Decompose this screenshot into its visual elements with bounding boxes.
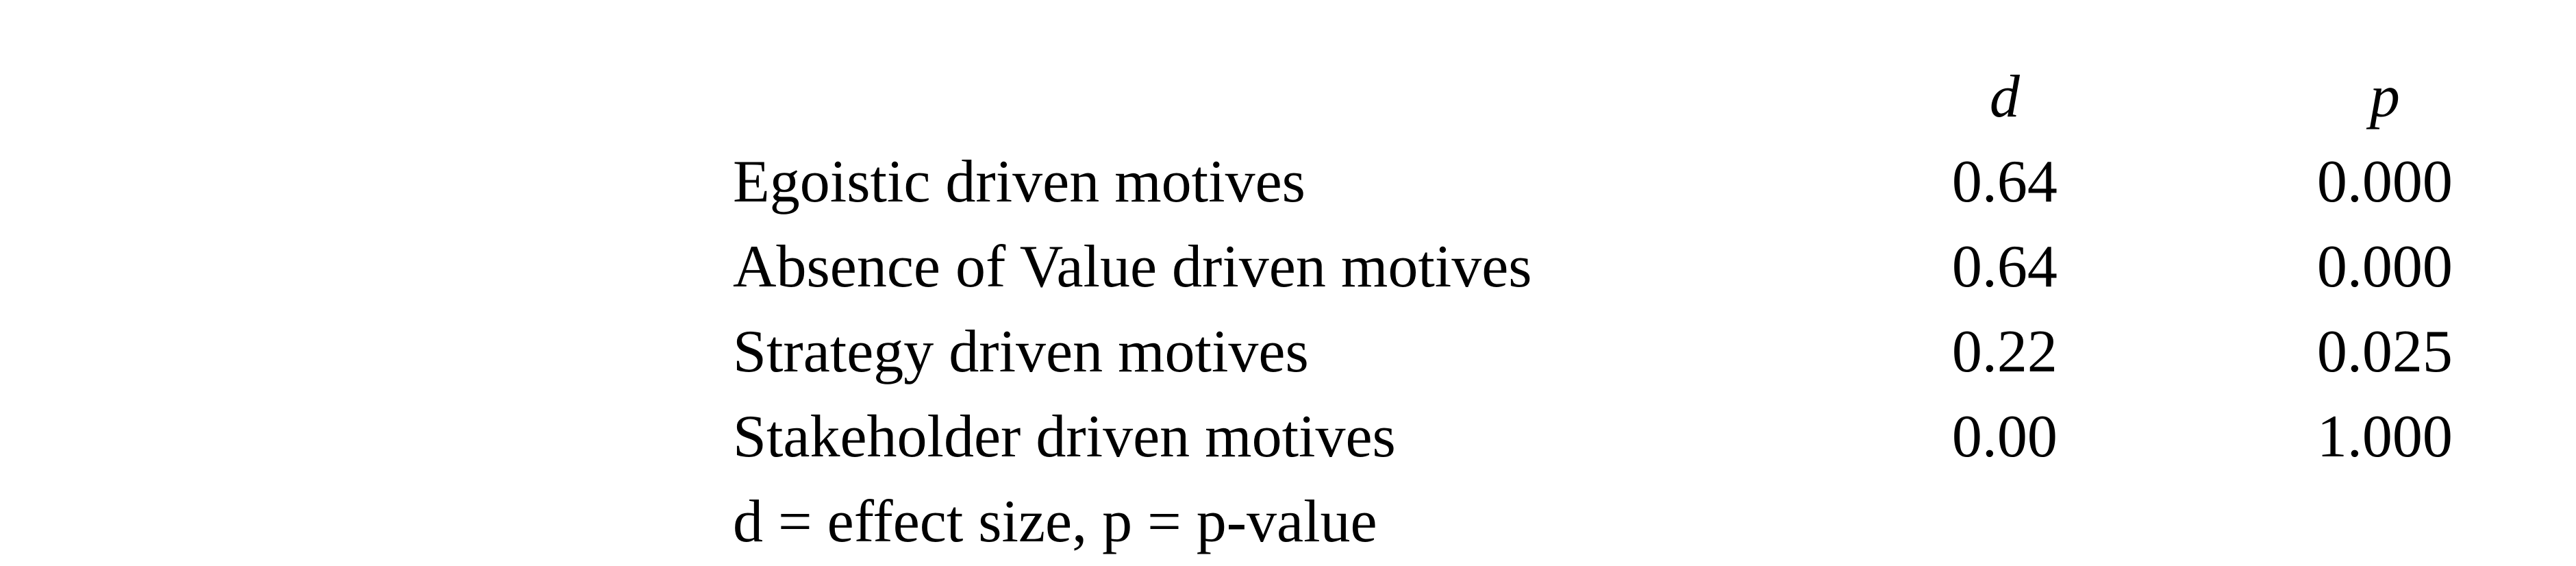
table-header-row: d p xyxy=(733,55,2576,140)
row-p: 1.000 xyxy=(2194,395,2576,480)
table-row: Strategy driven motives 0.22 0.025 xyxy=(733,310,2576,395)
header-d: d xyxy=(1816,55,2194,140)
row-label: Egoistic driven motives xyxy=(733,140,1816,225)
row-label: Stakeholder driven motives xyxy=(733,395,1816,480)
table-row: Egoistic driven motives 0.64 0.000 xyxy=(733,140,2576,225)
table-row: Absence of Value driven motives 0.64 0.0… xyxy=(733,225,2576,310)
header-blank xyxy=(733,55,1816,140)
row-label: Absence of Value driven motives xyxy=(733,225,1816,310)
page: d p Egoistic driven motives 0.64 0.000 A… xyxy=(0,0,2576,566)
row-p: 0.025 xyxy=(2194,310,2576,395)
table-row: Stakeholder driven motives 0.00 1.000 xyxy=(733,395,2576,480)
footnote: d = effect size, p = p-value xyxy=(733,480,2576,565)
stats-table: d p Egoistic driven motives 0.64 0.000 A… xyxy=(733,55,2576,565)
row-p: 0.000 xyxy=(2194,225,2576,310)
row-p: 0.000 xyxy=(2194,140,2576,225)
row-d: 0.64 xyxy=(1816,225,2194,310)
row-d: 0.22 xyxy=(1816,310,2194,395)
row-d: 0.64 xyxy=(1816,140,2194,225)
row-label: Strategy driven motives xyxy=(733,310,1816,395)
header-p: p xyxy=(2194,55,2576,140)
row-d: 0.00 xyxy=(1816,395,2194,480)
table-footnote-row: d = effect size, p = p-value xyxy=(733,480,2576,565)
